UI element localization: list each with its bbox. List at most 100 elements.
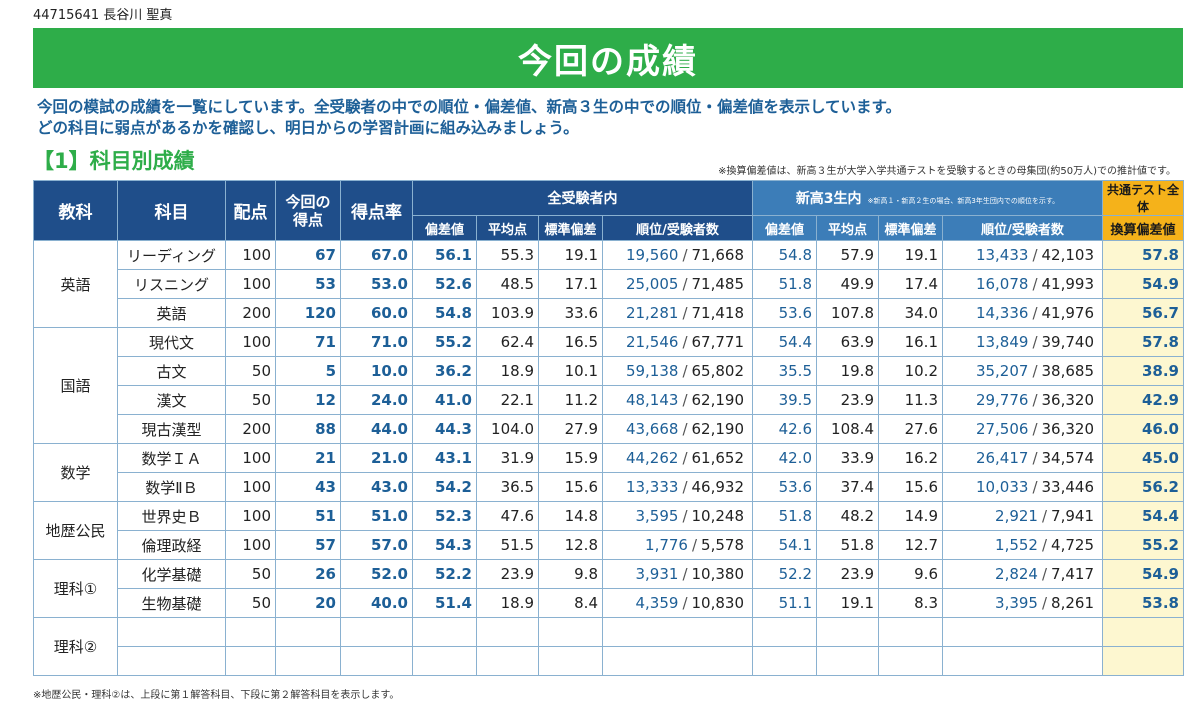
all-rank-cell: 44,262/61,652: [602, 443, 753, 473]
rank-separator: /: [1032, 391, 1038, 409]
rate-cell: 60.0: [340, 298, 413, 328]
header-new3: 新高3生内 ※新高１・新高２生の場合、新高3年生団内での順位を示す。: [752, 180, 1103, 216]
table-row: [34, 646, 1184, 676]
new3-rank-cell: 35,207/38,685: [942, 356, 1103, 386]
rank-separator: /: [682, 304, 688, 322]
all-avg-cell: 31.9: [476, 443, 539, 473]
new3-rank-cell: 13,433/42,103: [942, 240, 1103, 270]
new3-avg-cell: 23.9: [816, 385, 879, 415]
new3-rank-value: 16,078: [975, 275, 1029, 293]
all-rank-value: 48,143: [625, 391, 679, 409]
rank-separator: /: [682, 391, 688, 409]
score-cell: 20: [275, 588, 341, 618]
score-cell: 67: [275, 240, 341, 270]
kamoku-cell: 世界史Ｂ: [117, 501, 226, 531]
kyoka-cell: 英語: [33, 240, 118, 328]
all-hensa-cell: 52.6: [412, 269, 477, 299]
kamoku-cell: リスニング: [117, 269, 226, 299]
new3-rank-value: 13,849: [975, 333, 1029, 351]
section-heading: 【1】科目別成績: [33, 149, 195, 173]
results-table: 教科 科目 配点 今回の得点 得点率 全受験者内 新高3生内 ※新高１・新高２生の…: [33, 180, 1184, 676]
all-rank-cell: 4,359/10,830: [602, 588, 753, 618]
rate-cell: 24.0: [340, 385, 413, 415]
new3-rank-cell: 29,776/36,320: [942, 385, 1103, 415]
all-avg-cell: 51.5: [476, 530, 539, 560]
rank-separator: /: [1032, 246, 1038, 264]
new3-rank-value: 2,921: [995, 507, 1038, 525]
all-rank-value: 21,546: [625, 333, 679, 351]
all-avg-cell: 48.5: [476, 269, 539, 299]
rank-separator: /: [1032, 362, 1038, 380]
rate-cell: 51.0: [340, 501, 413, 531]
score-cell: 5: [275, 356, 341, 386]
new3-total-value: 41,993: [1041, 275, 1095, 293]
haiten-cell: 100: [225, 269, 276, 299]
new3-rank-cell: 10,033/33,446: [942, 472, 1103, 502]
new3-rank-value: 14,336: [975, 304, 1029, 322]
haiten-cell: 50: [225, 559, 276, 589]
all-rank-cell: 43,668/62,190: [602, 414, 753, 444]
rank-separator: /: [682, 478, 688, 496]
new3-rank-value: 13,433: [975, 246, 1029, 264]
new3-sd-cell: 16.2: [878, 443, 943, 473]
header-a-hensa: 偏差値: [412, 215, 477, 241]
all-avg-cell: 55.3: [476, 240, 539, 270]
kansan-cell: 54.4: [1102, 501, 1184, 531]
score-cell: 120: [275, 298, 341, 328]
kamoku-cell: 生物基礎: [117, 588, 226, 618]
haiten-cell: 100: [225, 530, 276, 560]
new3-total-value: 8,261: [1051, 594, 1094, 612]
new3-rank-cell: 27,506/36,320: [942, 414, 1103, 444]
new3-total-value: 7,417: [1051, 565, 1094, 583]
all-rank-cell: 13,333/46,932: [602, 472, 753, 502]
empty-cell: [412, 646, 477, 676]
empty-cell: [538, 617, 603, 647]
score-cell: 53: [275, 269, 341, 299]
table-row: 国語 現代文 100 71 71.0 55.2 62.4 16.5 21,546/67,771 5…: [33, 327, 1184, 444]
rank-separator: /: [682, 246, 688, 264]
rank-separator: /: [691, 536, 698, 554]
rate-cell: 10.0: [340, 356, 413, 386]
rank-separator: /: [682, 333, 688, 351]
new3-hensa-cell: 51.8: [752, 269, 817, 299]
new3-hensa-cell: 52.2: [752, 559, 817, 589]
table-row: 理科① 化学基礎 50 26 52.0 52.2 23.9 9.8 3,931/10,380 52…: [33, 559, 1184, 618]
kyoka-cell: 理科②: [33, 617, 118, 676]
all-sd-cell: 15.6: [538, 472, 603, 502]
all-rank-cell: 25,005/71,485: [602, 269, 753, 299]
all-total-value: 71,485: [691, 275, 745, 293]
new3-rank-cell: 14,336/41,976: [942, 298, 1103, 328]
haiten-cell: 50: [225, 385, 276, 415]
header-a-avg: 平均点: [476, 215, 539, 241]
new3-rank-cell: 3,395/8,261: [942, 588, 1103, 618]
rank-separator: /: [1032, 275, 1038, 293]
rate-cell: 71.0: [340, 327, 413, 357]
kyoka-cell: 国語: [33, 327, 118, 444]
new3-rank-value: 10,033: [975, 478, 1029, 496]
new3-hensa-cell: 35.5: [752, 356, 817, 386]
all-rank-value: 3,931: [635, 565, 679, 583]
kyoka-cell: 理科①: [33, 559, 118, 618]
table-row: 英語 200 120 60.0 54.8 103.9 33.6 21,281/71,418 53…: [34, 298, 1184, 328]
new3-sd-cell: 16.1: [878, 327, 943, 357]
empty-cell: [942, 617, 1103, 647]
header-a-sd: 標準偏差: [538, 215, 603, 241]
table-row: 現古漢型 200 88 44.0 44.3 104.0 27.9 43,668/62,190 4…: [34, 414, 1184, 444]
intro-text: 今回の模試の成績を一覧にしています。全受験者の中での順位・偏差値、新高３生の中で…: [37, 97, 901, 139]
kansan-cell: 42.9: [1102, 385, 1184, 415]
new3-total-value: 33,446: [1041, 478, 1095, 496]
new3-sd-cell: 8.3: [878, 588, 943, 618]
kansan-cell: 46.0: [1102, 414, 1184, 444]
new3-rank-value: 2,824: [995, 565, 1038, 583]
header-kansan: 換算偏差値: [1102, 215, 1184, 241]
header-n-hensa: 偏差値: [752, 215, 817, 241]
new3-avg-cell: 63.9: [816, 327, 879, 357]
all-hensa-cell: 55.2: [412, 327, 477, 357]
header-new3-note: ※新高１・新高２生の場合、新高3年生団内での順位を示す。: [867, 197, 1060, 205]
all-rank-value: 59,138: [625, 362, 679, 380]
all-avg-cell: 36.5: [476, 472, 539, 502]
score-cell: 57: [275, 530, 341, 560]
table-row: 数学 数学ＩＡ 100 21 21.0 43.1 31.9 15.9 44,262/61,652…: [33, 443, 1184, 502]
table-row: 数学ⅡＢ 100 43 43.0 54.2 36.5 15.6 13,333/46,932 53…: [34, 472, 1184, 502]
empty-cell: [816, 617, 879, 647]
